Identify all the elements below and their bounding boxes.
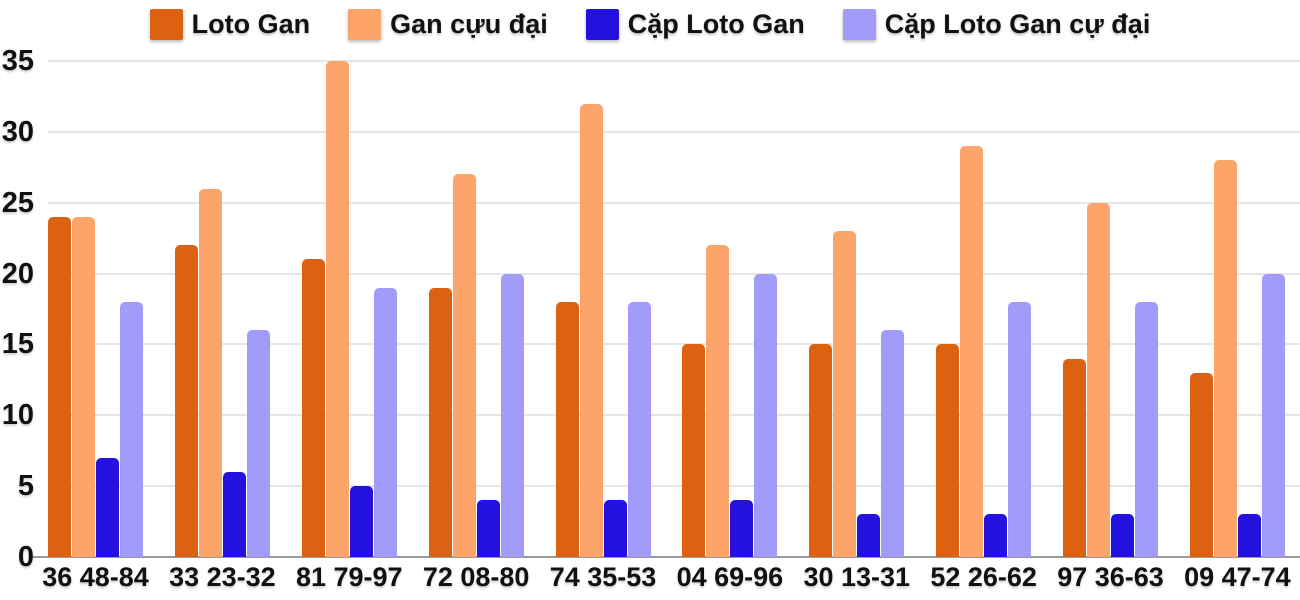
legend-item-2: Gan cựu đại [348,9,548,40]
bar-gan-cựu-đại [1087,203,1110,557]
bar-cặp-loto-gan-cự-đại [246,330,270,557]
bar-loto-gan [428,288,452,557]
gridline-35 [48,60,1300,62]
legend-item-3: Cặp Loto Gan [585,9,805,40]
bar-cặp-loto-gan [984,514,1008,557]
bar-gan-cựu-đại [960,146,984,557]
bar-cặp-loto-gan [476,500,500,557]
bar-groups [48,61,1285,557]
chart-legend: Loto Gan Gan cựu đại Cặp Loto Gan Cặp Loto … [0,9,1300,40]
bar-loto-gan [555,302,579,557]
gridline-20 [48,272,1300,275]
x-category-label: 36 48-84 [42,562,149,592]
bar-cặp-loto-gan-cự-đại [754,274,778,557]
y-tick-label-5: 5 [17,470,34,503]
bar-cặp-loto-gan [857,514,881,557]
bar-group-72-08-80 [428,61,524,557]
bar-cặp-loto-gan-cự-đại [120,302,143,557]
bar-cặp-loto-gan [222,472,246,557]
x-category-label: 09 47-74 [1184,562,1291,592]
bar-gan-cựu-đại [72,217,95,557]
bar-cặp-loto-gan-cự-đại [500,274,524,557]
bar-group-74-35-53 [555,61,651,557]
legend-label: Gan cựu đại [390,9,548,39]
gridline-30 [48,130,1300,133]
y-tick-label-35: 35 [1,45,34,77]
bar-group-97-36-63 [1063,61,1158,557]
gridline-5 [48,485,1300,488]
y-tick-label-20: 20 [1,257,34,290]
legend-item-4: Cặp Loto Gan cự đại [842,9,1151,40]
bar-gan-cựu-đại [452,174,476,557]
y-tick-label-10: 10 [1,399,34,432]
bar-loto-gan [936,344,960,557]
x-category-label: 52 26-62 [930,562,1037,592]
bar-cặp-loto-gan-cự-đại [627,302,651,557]
x-axis-baseline [33,556,1300,558]
x-category-label: 97 36-63 [1057,562,1164,592]
bar-cặp-loto-gan [730,500,754,557]
bar-group-04-69-96 [682,61,778,557]
bar-group-52-26-62 [936,61,1032,557]
x-category-label: 30 13-31 [803,562,911,592]
legend-label: Loto Gan [191,9,311,39]
bar-loto-gan [48,217,71,557]
bar-gan-cựu-đại [579,104,603,557]
bar-cặp-loto-gan [603,500,627,557]
legend-swatch [348,9,382,40]
legend-swatch [842,9,876,40]
x-category-label: 74 35-53 [549,562,657,592]
bar-cặp-loto-gan [1111,514,1134,557]
bar-cặp-loto-gan [96,458,119,557]
legend-swatch [585,9,619,40]
bar-loto-gan [301,259,325,557]
bar-loto-gan [1189,373,1213,557]
gridline-15 [48,343,1300,346]
x-category-label: 81 79-97 [295,562,403,592]
bar-cặp-loto-gan-cự-đại [1008,302,1032,557]
bar-cặp-loto-gan-cự-đại [1261,274,1285,557]
y-tick-label-0: 0 [17,541,34,573]
x-category-label: 72 08-80 [422,562,530,592]
bar-gan-cựu-đại [1213,160,1237,557]
legend-swatch [149,9,183,40]
y-tick-label-25: 25 [1,186,34,219]
bar-loto-gan [809,344,833,557]
gridline-10 [48,414,1300,417]
legend-label: Cặp Loto Gan [627,9,805,39]
gridline-25 [48,201,1300,204]
bar-loto-gan [1063,359,1086,557]
bar-group-81-79-97 [301,61,397,557]
bar-cặp-loto-gan-cự-đại [373,288,397,557]
bar-gan-cựu-đại [706,245,730,557]
bar-loto-gan [682,344,706,557]
x-category-label: 33 23-32 [169,562,276,592]
bar-gan-cựu-đại [198,189,222,557]
bar-loto-gan [174,245,198,557]
y-tick-label-15: 15 [1,328,34,361]
bar-cặp-loto-gan [1237,514,1261,557]
bar-group-36-48-84 [48,61,143,557]
x-category-label: 04 69-96 [676,562,784,592]
legend-label: Cặp Loto Gan cự đại [884,9,1151,39]
y-tick-label-30: 30 [1,115,34,148]
bar-group-30-13-31 [809,61,905,557]
legend-item-1: Loto Gan [149,9,311,40]
bar-cặp-loto-gan-cự-đại [1135,302,1158,557]
bar-cặp-loto-gan [349,486,373,557]
bar-gan-cựu-đại [833,231,857,557]
bar-gan-cựu-đại [325,61,349,557]
bar-group-09-47-74 [1189,61,1285,557]
bar-cặp-loto-gan-cự-đại [881,330,905,557]
bar-group-33-23-32 [174,61,270,557]
x-axis-labels: 36 48-84 33 23-32 81 79-97 72 08-80 74 35-53… [42,562,1291,593]
